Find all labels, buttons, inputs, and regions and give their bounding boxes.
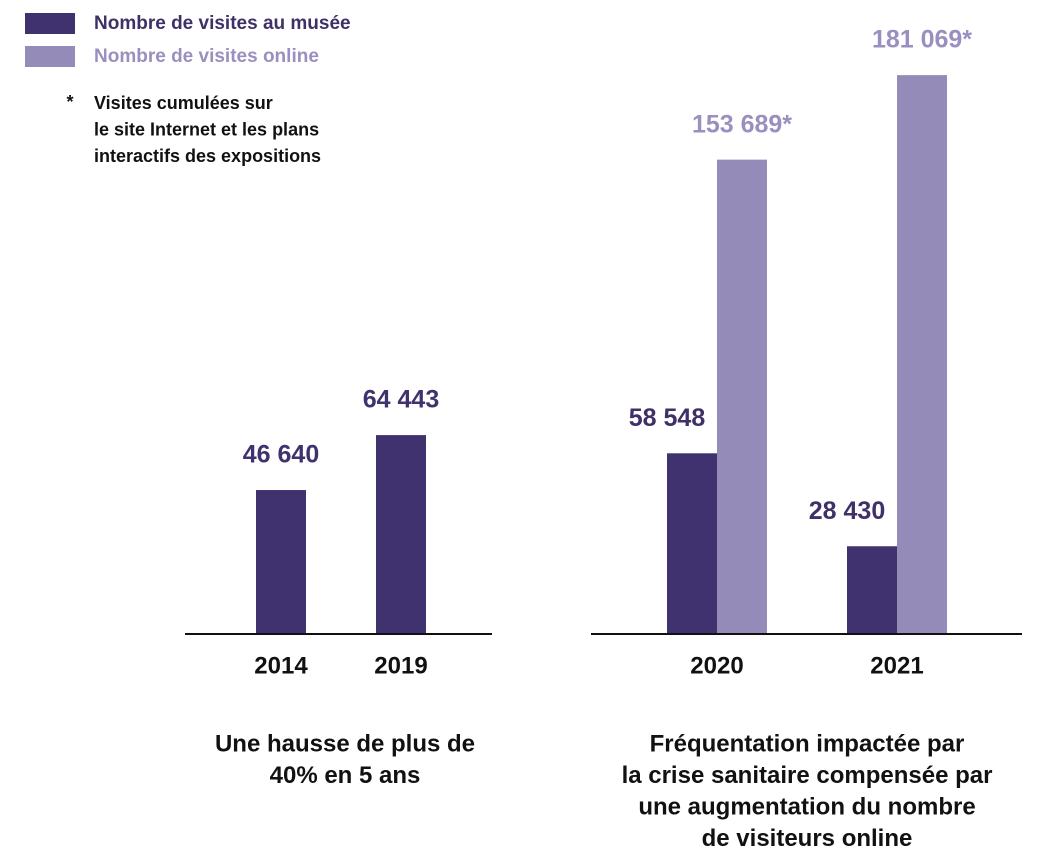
caption: Fréquentation impactée par [650, 730, 965, 757]
legend-swatch [25, 13, 75, 34]
bar [847, 546, 897, 634]
bar [717, 159, 767, 634]
legend-text: Nombre de visites online [94, 46, 319, 67]
caption: une augmentation du nombre [638, 793, 975, 820]
bar [897, 75, 947, 634]
value-label: 64 443 [363, 386, 439, 414]
legend-text: Nombre de visites au musée [94, 13, 351, 34]
legend-swatch [25, 46, 75, 67]
footnote-marker: * [66, 92, 73, 112]
footnote-text: Visites cumulées sur [94, 93, 273, 113]
footnote-text: interactifs des expositions [94, 146, 321, 166]
x-tick-label: 2014 [254, 652, 308, 679]
caption: Une hausse de plus de [215, 730, 475, 757]
value-label: 181 069* [872, 26, 972, 54]
value-label: 153 689* [692, 110, 792, 138]
x-tick-label: 2019 [374, 652, 427, 679]
footnote-text: le site Internet et les plans [94, 119, 319, 139]
bar [667, 453, 717, 634]
bar [256, 490, 306, 634]
caption: 40% en 5 ans [270, 762, 421, 789]
caption: la crise sanitaire compensée par [622, 762, 993, 789]
caption: de visiteurs online [702, 825, 913, 852]
bar [376, 435, 426, 634]
value-label: 46 640 [243, 441, 319, 469]
value-label: 28 430 [809, 497, 885, 525]
value-label: 58 548 [629, 404, 706, 432]
x-tick-label: 2021 [870, 652, 923, 679]
x-tick-label: 2020 [690, 652, 743, 679]
